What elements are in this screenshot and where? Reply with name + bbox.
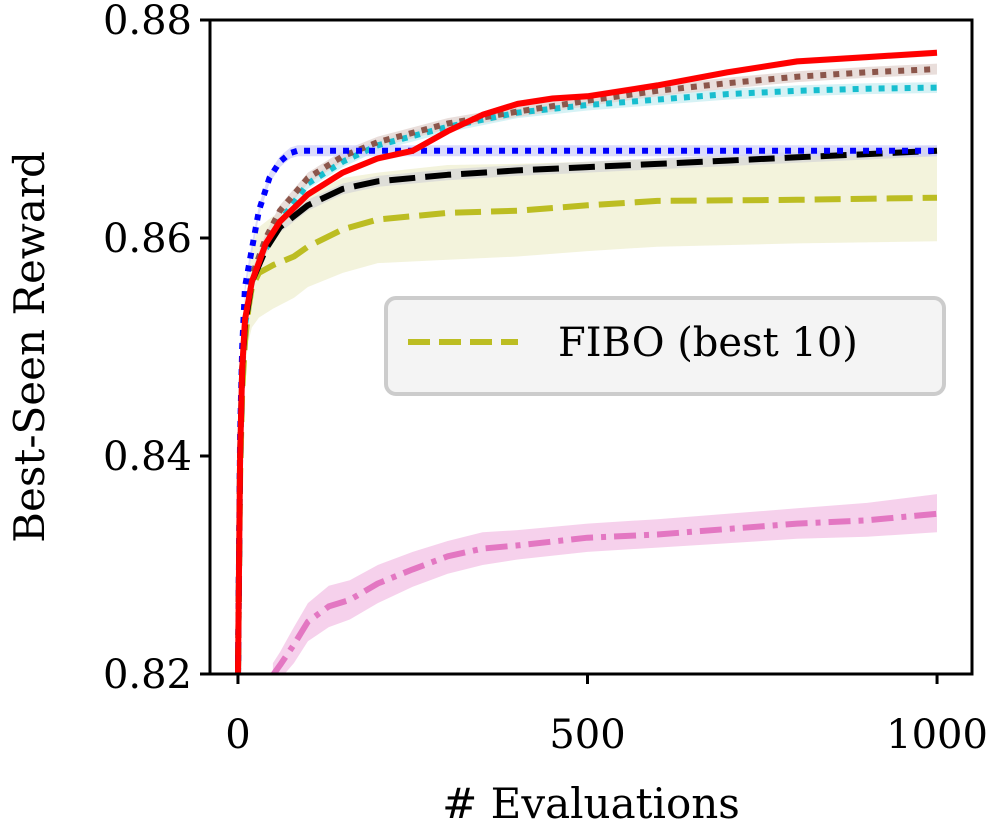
y-tick-label: 0.82	[103, 652, 192, 698]
line-series-magenta	[270, 510, 938, 674]
x-tick-label: 500	[549, 712, 625, 758]
legend-box	[384, 296, 946, 396]
legend-label-fibo: FIBO (best 10)	[558, 320, 858, 366]
plot-frame	[208, 18, 974, 676]
series-lines	[235, 49, 938, 674]
y-tick-label: 0.84	[103, 434, 192, 480]
x-axis-label: # Evaluations	[442, 779, 740, 828]
band-series-magenta	[272, 494, 937, 674]
x-tick-label: 1000	[886, 712, 988, 758]
line-series-red	[235, 49, 938, 674]
line-series-blue	[235, 147, 937, 674]
x-axis: 0 500 1000	[225, 674, 988, 758]
y-axis-label: Best-Seen Reward	[5, 151, 54, 543]
y-tick-label: 0.86	[103, 216, 192, 262]
y-tick-label: 0.88	[103, 0, 192, 44]
x-tick-label: 0	[225, 712, 250, 758]
y-axis: 0.82 0.84 0.86 0.88	[103, 0, 210, 698]
legend: FIBO (best 10)	[384, 296, 946, 396]
